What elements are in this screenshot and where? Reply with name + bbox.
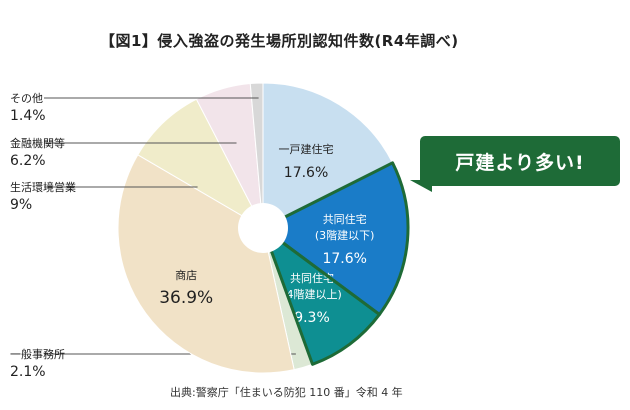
donut-hole: [238, 203, 288, 253]
slice-value: 17.6%: [284, 165, 328, 181]
slice-name: 共同住宅: [323, 212, 367, 226]
slice-value: 2.1%: [10, 364, 46, 380]
source-note: 出典:警察庁「住まいる防犯 110 番」令和 4 年: [170, 386, 403, 399]
slice-value: 6.2%: [10, 153, 46, 169]
slice-name: 一戸建住宅: [279, 142, 334, 156]
pie-slice: [262, 82, 394, 229]
slice-label: 商店 36.9%: [159, 268, 213, 308]
pie-slice: [249, 82, 264, 229]
chart-title: 【図1】侵入強盗の発生場所別認知件数(R4年調べ): [100, 32, 459, 50]
slice-name: 共同住宅: [290, 271, 334, 285]
slice-label: 共同住宅 (3階建以下) 17.6%: [315, 212, 375, 267]
slice-value: 9.3%: [294, 310, 330, 326]
slice-value: 1.4%: [10, 108, 46, 124]
slice-name: 金融機関等: [10, 136, 65, 150]
callout-text: 戸建より多い!: [455, 151, 585, 174]
slice-name: 商店: [175, 268, 197, 282]
slice-name: (3階建以下): [315, 228, 375, 242]
slice-name: 生活環境営業: [10, 180, 76, 194]
slice-label: 一戸建住宅 17.6%: [279, 142, 334, 181]
slice-value: 9%: [10, 197, 32, 213]
slice-name: その他: [10, 92, 43, 105]
highlight-outline: [261, 161, 410, 316]
pie-slice: [137, 98, 265, 230]
slice-name: (4階建以上): [282, 287, 342, 301]
slice-name: 一般事務所: [10, 347, 65, 361]
slice-value: 17.6%: [322, 251, 366, 267]
highlight-outline: [261, 226, 381, 366]
pie-slice: [117, 154, 295, 374]
slice-value: 36.9%: [159, 288, 213, 308]
callout-bubble: 戸建より多い!: [420, 136, 620, 186]
